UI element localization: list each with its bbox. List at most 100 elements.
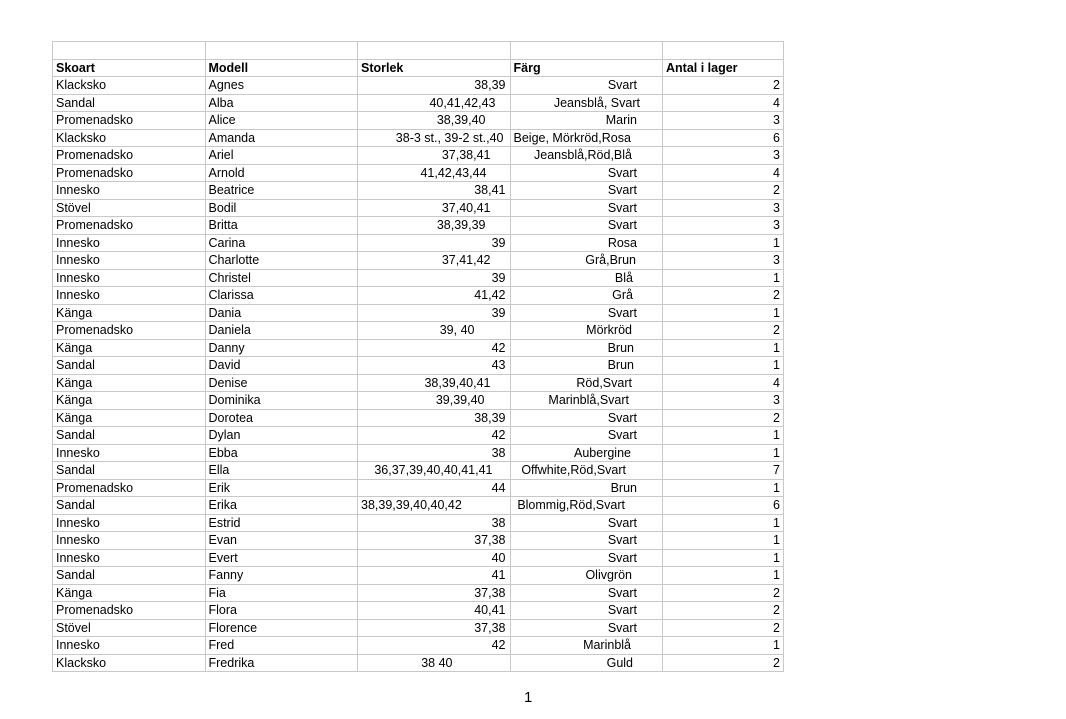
cell-modell: Danny (204, 338, 358, 357)
cell-modell: Evert (204, 548, 358, 567)
cell-farg: Svart (509, 531, 663, 550)
cell-farg: Offwhite,Röd,Svart (509, 461, 663, 480)
header-modell: Modell (204, 58, 358, 77)
cell-storlek: 39 (357, 268, 511, 287)
cell-storlek: 38,39,40,41 (357, 373, 511, 392)
cell-antal: 6 (662, 128, 784, 147)
cell-skoart: Känga (52, 408, 206, 427)
table-row: Innesko Fred 42 Marinblå 1 (52, 636, 784, 655)
cell-skoart: Promenadsko (52, 601, 206, 620)
empty-row (52, 41, 784, 60)
cell-storlek: 42 (357, 636, 511, 655)
cell-farg: Marinblå (509, 636, 663, 655)
cell-farg: Blå (509, 268, 663, 287)
cell-skoart: Promenadsko (52, 478, 206, 497)
table-row: Stövel Bodil 37,40,41 Svart 3 (52, 198, 784, 217)
cell-modell: Denise (204, 373, 358, 392)
cell-farg: Svart (509, 513, 663, 532)
table-row: Sandal Dylan 42 Svart 1 (52, 426, 784, 445)
cell-storlek: 38,39,39 (357, 216, 511, 235)
cell-storlek: 44 (357, 478, 511, 497)
table-row: Innesko Estrid 38 Svart 1 (52, 513, 784, 532)
cell-storlek: 37,38 (357, 531, 511, 550)
cell-antal: 1 (662, 636, 784, 655)
cell-skoart: Promenadsko (52, 321, 206, 340)
cell-modell: Alice (204, 111, 358, 130)
cell-skoart: Innesko (52, 181, 206, 200)
cell-modell: Agnes (204, 76, 358, 95)
cell-skoart: Sandal (52, 93, 206, 112)
cell-farg: Svart (509, 601, 663, 620)
cell-farg: Svart (509, 76, 663, 95)
cell-farg: Svart (509, 548, 663, 567)
table-row: Känga Dorotea 38,39 Svart 2 (52, 408, 784, 427)
cell-storlek: 38,39,40 (357, 111, 511, 130)
cell-antal: 1 (662, 338, 784, 357)
cell-skoart: Innesko (52, 251, 206, 270)
table-row: Känga Fia 37,38 Svart 2 (52, 583, 784, 602)
cell-storlek: 39, 40 (357, 321, 511, 340)
cell-skoart: Känga (52, 583, 206, 602)
cell-modell: Britta (204, 216, 358, 235)
cell-storlek: 41 (357, 566, 511, 585)
cell-modell: Estrid (204, 513, 358, 532)
cell-antal: 1 (662, 303, 784, 322)
cell-farg: Brun (509, 338, 663, 357)
table-row: Känga Danny 42 Brun 1 (52, 338, 784, 357)
table-row: Känga Dania 39 Svart 1 (52, 303, 784, 322)
table-row: Sandal Alba 40,41,42,43 Jeansblå, Svart 4 (52, 93, 784, 112)
cell-farg: Svart (509, 426, 663, 445)
cell-modell: Amanda (204, 128, 358, 147)
cell-storlek: 38-3 st., 39-2 st.,40 (357, 128, 511, 147)
cell-farg: Olivgrön (509, 566, 663, 585)
table-row: Innesko Ebba 38 Aubergine 1 (52, 443, 784, 462)
cell-farg: Guld (509, 653, 663, 672)
cell-antal: 3 (662, 146, 784, 165)
cell-antal: 3 (662, 198, 784, 217)
table-row: Klacksko Amanda 38-3 st., 39-2 st.,40 Beige… (52, 128, 784, 147)
cell-skoart: Klacksko (52, 76, 206, 95)
cell-storlek: 38,41 (357, 181, 511, 200)
cell-skoart: Känga (52, 391, 206, 410)
cell-farg: Beige, Mörkröd,Rosa (509, 128, 663, 147)
cell-farg: Svart (509, 163, 663, 182)
cell-storlek: 39,39,40 (357, 391, 511, 410)
cell-farg: Svart (509, 618, 663, 637)
cell-antal: 4 (662, 163, 784, 182)
shoe-inventory-table: Skoart Modell Storlek Färg Antal i lager… (52, 41, 784, 672)
cell-modell: Charlotte (204, 251, 358, 270)
cell-antal: 1 (662, 531, 784, 550)
cell-skoart: Sandal (52, 356, 206, 375)
cell-storlek: 41,42 (357, 286, 511, 305)
table-row: Innesko Beatrice 38,41 Svart 2 (52, 181, 784, 200)
table-row: Innesko Christel 39 Blå 1 (52, 268, 784, 287)
cell-modell: Clarissa (204, 286, 358, 305)
cell-modell: Erika (204, 496, 358, 515)
cell-skoart: Innesko (52, 443, 206, 462)
cell-farg: Svart (509, 181, 663, 200)
cell-storlek: 37,41,42 (357, 251, 511, 270)
cell-modell: Bodil (204, 198, 358, 217)
cell-antal: 3 (662, 111, 784, 130)
table-row: Innesko Evan 37,38 Svart 1 (52, 531, 784, 550)
cell-farg: Jeansblå,Röd,Blå (509, 146, 663, 165)
cell-storlek: 40 (357, 548, 511, 567)
cell-modell: Flora (204, 601, 358, 620)
cell-storlek: 37,38 (357, 618, 511, 637)
cell-modell: Dylan (204, 426, 358, 445)
cell-farg: Brun (509, 478, 663, 497)
table-row: Sandal Ella 36,37,39,40,40,41,41 Offwhite,R… (52, 461, 784, 480)
cell-skoart: Känga (52, 303, 206, 322)
table-row: Promenadsko Britta 38,39,39 Svart 3 (52, 216, 784, 235)
cell-skoart: Känga (52, 338, 206, 357)
cell-skoart: Klacksko (52, 128, 206, 147)
cell-modell: Beatrice (204, 181, 358, 200)
cell-skoart: Sandal (52, 461, 206, 480)
cell-farg: Svart (509, 216, 663, 235)
header-storlek: Storlek (357, 58, 511, 77)
cell-antal: 2 (662, 601, 784, 620)
cell-antal: 1 (662, 268, 784, 287)
cell-antal: 2 (662, 321, 784, 340)
cell-antal: 4 (662, 93, 784, 112)
cell-antal: 1 (662, 443, 784, 462)
